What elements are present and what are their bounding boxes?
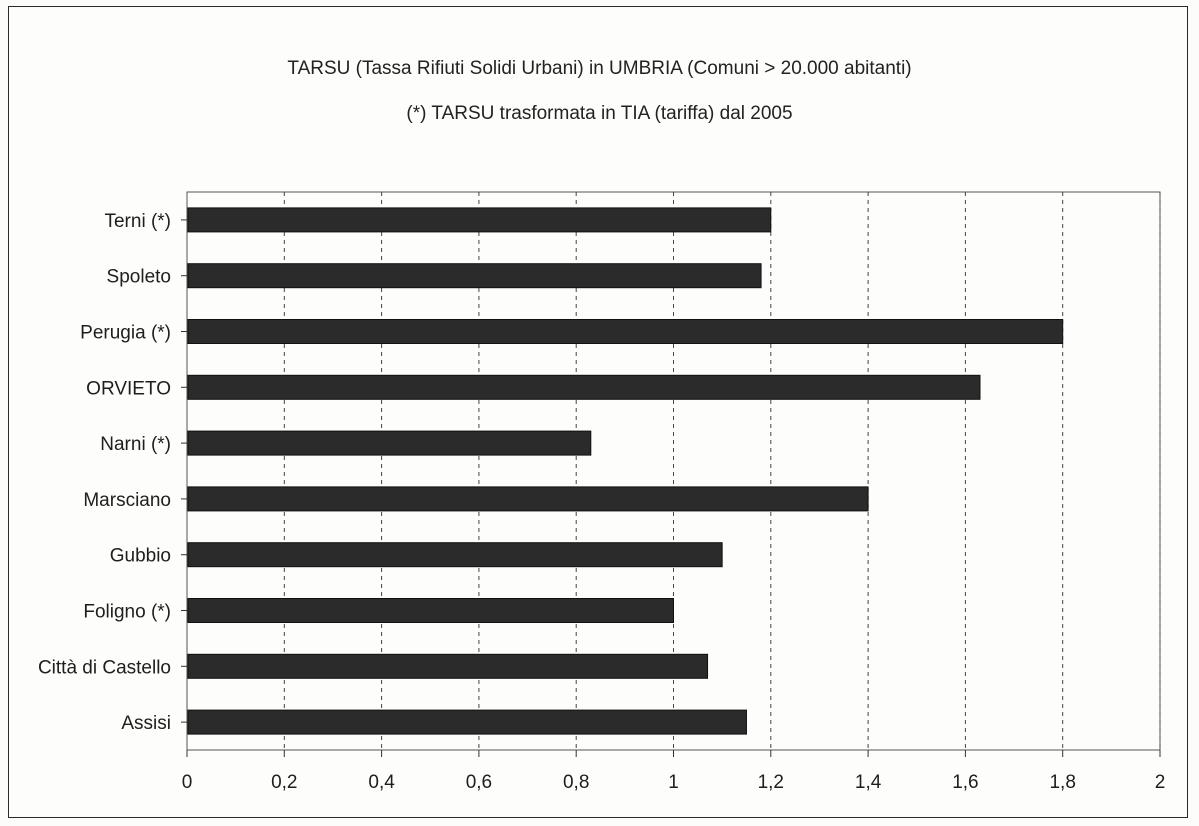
bar bbox=[187, 319, 1064, 344]
x-tick-label: 1,6 bbox=[952, 772, 978, 793]
category-label: ORVIETO bbox=[86, 378, 171, 399]
x-tick-label: 0,2 bbox=[271, 772, 297, 793]
category-label: Narni (*) bbox=[100, 434, 171, 455]
x-tick-label: 1,4 bbox=[855, 772, 882, 793]
x-tick-labels: 0 0,2 0,4 0,6 0,8 1 1,2 1,4 1,6 1,8 2 bbox=[182, 772, 1166, 793]
category-label: Spoleto bbox=[107, 267, 171, 288]
category-label: Perugia (*) bbox=[80, 323, 171, 344]
bar bbox=[187, 430, 592, 456]
bar bbox=[187, 207, 772, 233]
bar bbox=[187, 542, 723, 568]
x-tick-label: 0,4 bbox=[368, 772, 395, 793]
category-labels: Terni (*) Spoleto Perugia (*) ORVIETO Narni … bbox=[38, 211, 171, 734]
bar bbox=[187, 374, 981, 400]
x-tick-label: 0 bbox=[182, 772, 193, 793]
category-label: Gubbio bbox=[110, 546, 171, 567]
category-label: Assisi bbox=[121, 713, 171, 734]
bar bbox=[187, 709, 747, 735]
bar bbox=[187, 653, 709, 679]
x-tick-label: 1,8 bbox=[1049, 772, 1075, 793]
category-label: Foligno (*) bbox=[83, 602, 171, 623]
category-label: Marsciano bbox=[83, 490, 171, 511]
x-tick-label: 0,8 bbox=[563, 772, 589, 793]
x-tick-label: 1,2 bbox=[758, 772, 784, 793]
chart-subtitle: (*) TARSU trasformata in TIA (tariffa) d… bbox=[406, 103, 793, 124]
bar bbox=[187, 263, 762, 289]
category-label: Terni (*) bbox=[104, 211, 171, 232]
bars bbox=[187, 207, 1064, 735]
chart-title: TARSU (Tassa Rifiuti Solidi Urbani) in U… bbox=[287, 58, 912, 79]
bar bbox=[187, 598, 674, 623]
bar bbox=[187, 486, 869, 512]
x-tick-label: 1 bbox=[668, 772, 679, 793]
category-label: Città di Castello bbox=[38, 657, 171, 678]
chart-frame bbox=[8, 6, 1188, 818]
x-tick-label: 0,6 bbox=[466, 772, 492, 793]
x-tick-label: 2 bbox=[1155, 772, 1166, 793]
